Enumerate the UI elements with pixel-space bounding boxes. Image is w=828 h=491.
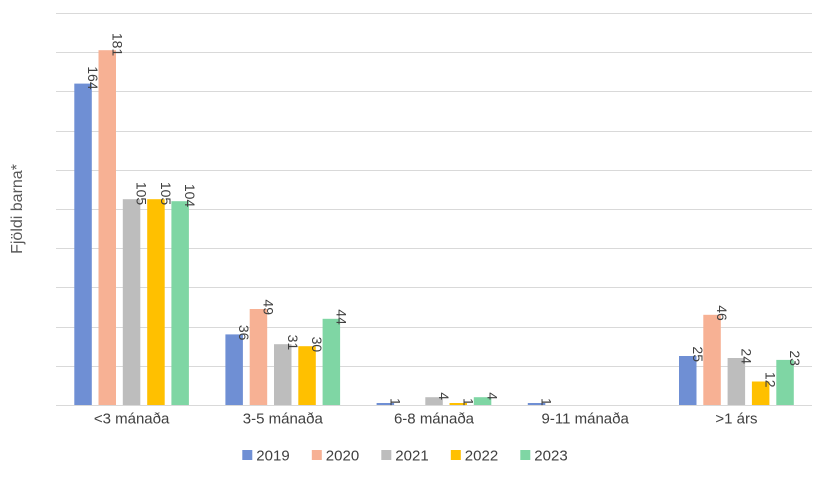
data-label: 23 xyxy=(787,350,803,366)
data-label: 25 xyxy=(690,346,706,362)
legend-swatch xyxy=(450,450,461,460)
x-tick-label: 6-8 mánaða xyxy=(394,410,475,427)
data-label: 24 xyxy=(738,348,754,364)
data-label: 4 xyxy=(485,392,501,400)
data-label: 181 xyxy=(109,33,125,57)
bar xyxy=(776,359,794,405)
bar xyxy=(225,334,243,405)
legend-label: 2023 xyxy=(534,448,567,465)
data-label: 36 xyxy=(236,325,252,341)
x-tick-label: 3-5 mánaða xyxy=(243,410,324,427)
x-axis-tick-labels: <3 mánaða 3-5 mánaða 6-8 mánaða 9-11 mánaða… xyxy=(94,410,758,427)
bar xyxy=(122,199,141,405)
bar xyxy=(527,403,546,405)
bar xyxy=(74,83,92,405)
data-label: 46 xyxy=(714,305,730,321)
legend-label: 2022 xyxy=(465,448,498,465)
data-label: 30 xyxy=(309,337,325,353)
data-label: 12 xyxy=(763,372,779,388)
data-label: 105 xyxy=(158,182,174,206)
data-label: 49 xyxy=(261,299,277,315)
bar xyxy=(751,381,770,405)
data-label: 1 xyxy=(460,398,476,406)
data-label: 44 xyxy=(333,309,349,325)
bar xyxy=(98,50,116,405)
bar xyxy=(376,403,395,405)
bar xyxy=(449,403,467,405)
data-label: 31 xyxy=(285,335,301,351)
data-label: 104 xyxy=(182,184,198,208)
legend-swatch xyxy=(242,450,253,460)
bar xyxy=(727,358,746,405)
bars xyxy=(74,50,794,405)
bar xyxy=(679,356,697,405)
legend-label: 2020 xyxy=(326,448,359,465)
x-tick-label: <3 mánaða xyxy=(94,410,170,427)
bar xyxy=(298,346,316,405)
bar xyxy=(703,314,721,405)
x-tick-label: >1 árs xyxy=(715,410,757,427)
data-label: 105 xyxy=(134,182,150,206)
bar xyxy=(171,201,189,405)
bar xyxy=(147,199,165,405)
legend-swatch xyxy=(520,450,531,460)
x-tick-label: 9-11 mánaða xyxy=(542,410,630,427)
bar xyxy=(274,344,292,405)
data-label: 4 xyxy=(436,392,452,400)
data-label: 164 xyxy=(85,66,101,90)
data-label: 1 xyxy=(539,398,555,406)
data-label: 1 xyxy=(387,398,403,406)
legend: 2019 2020 2021 2022 2023 xyxy=(242,448,568,465)
bar xyxy=(473,397,492,405)
bar xyxy=(249,309,268,405)
legend-label: 2021 xyxy=(395,448,428,465)
bar xyxy=(322,318,341,405)
legend-swatch xyxy=(381,450,392,460)
bar xyxy=(425,397,443,405)
legend-label: 2019 xyxy=(256,448,289,465)
y-axis-label: Fjöldi barna* xyxy=(9,164,26,254)
legend-swatch xyxy=(311,450,322,460)
